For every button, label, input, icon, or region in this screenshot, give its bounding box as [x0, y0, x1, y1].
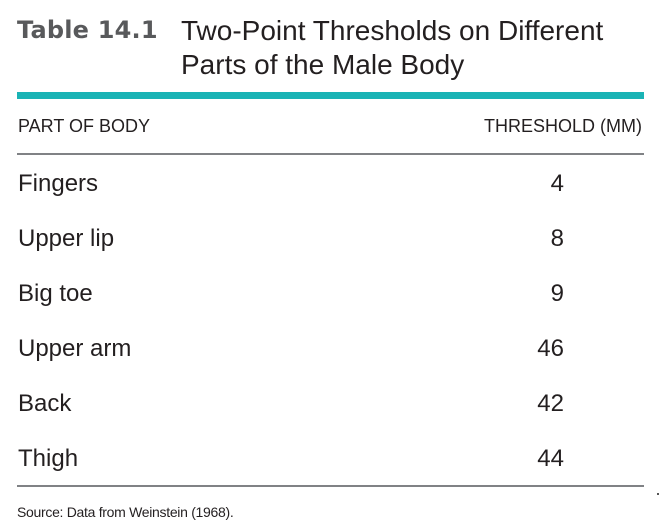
row-threshold: 42	[537, 390, 564, 417]
row-part: Fingers	[18, 170, 99, 197]
row-threshold: 46	[537, 335, 564, 362]
table-row: Upper lip 8	[17, 225, 644, 259]
table-row: Big toe 9	[17, 280, 644, 314]
footer-divider	[17, 485, 644, 487]
header-divider	[17, 153, 644, 155]
table-label: Table 14.1	[17, 16, 158, 44]
table-row: Upper arm 46	[17, 335, 644, 369]
source-note: Source: Data from Weinstein (1968).	[17, 504, 234, 520]
row-part: Back	[18, 390, 72, 417]
table-row: Back 42	[17, 390, 644, 424]
table-title: Two-Point Thresholds on Different Parts …	[181, 15, 604, 80]
accent-rule	[17, 92, 644, 99]
row-threshold: 8	[550, 225, 564, 252]
row-threshold: 9	[550, 280, 564, 307]
row-threshold: 44	[537, 445, 564, 472]
row-part: Upper lip	[18, 225, 115, 252]
row-part: Upper arm	[18, 335, 132, 362]
row-part: Thigh	[18, 445, 79, 472]
column-header-part: PART OF BODY	[18, 116, 151, 136]
table-row: Fingers 4	[17, 170, 644, 204]
stray-dot	[657, 493, 659, 495]
row-threshold: 4	[550, 170, 564, 197]
column-header-threshold: THRESHOLD (MM)	[484, 116, 642, 136]
row-part: Big toe	[18, 280, 93, 307]
table-row: Thigh 44	[17, 445, 644, 479]
table-header-row: PART OF BODY THRESHOLD (MM)	[17, 116, 644, 142]
